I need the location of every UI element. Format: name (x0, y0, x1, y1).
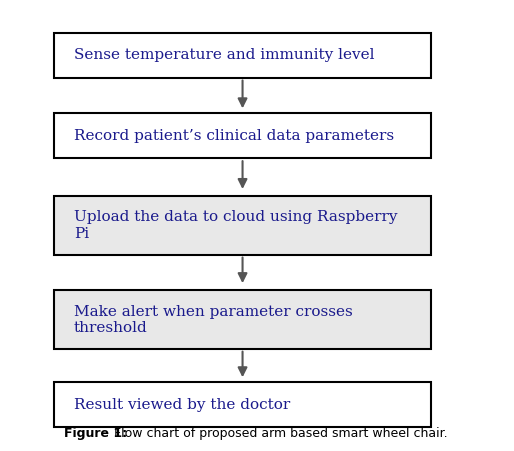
Text: Result viewed by the doctor: Result viewed by the doctor (74, 398, 290, 412)
FancyBboxPatch shape (54, 382, 431, 427)
Text: Make alert when parameter crosses
threshold: Make alert when parameter crosses thresh… (74, 304, 353, 335)
Text: Figure 1:: Figure 1: (64, 427, 127, 440)
FancyBboxPatch shape (54, 114, 431, 158)
Text: Record patient’s clinical data parameters: Record patient’s clinical data parameter… (74, 129, 394, 143)
Text: Upload the data to cloud using Raspberry
Pi: Upload the data to cloud using Raspberry… (74, 211, 397, 240)
Text: Sense temperature and immunity level: Sense temperature and immunity level (74, 48, 374, 62)
FancyBboxPatch shape (54, 33, 431, 78)
FancyBboxPatch shape (54, 196, 431, 255)
Text: Flow chart of proposed arm based smart wheel chair.: Flow chart of proposed arm based smart w… (110, 427, 448, 440)
FancyBboxPatch shape (54, 290, 431, 349)
